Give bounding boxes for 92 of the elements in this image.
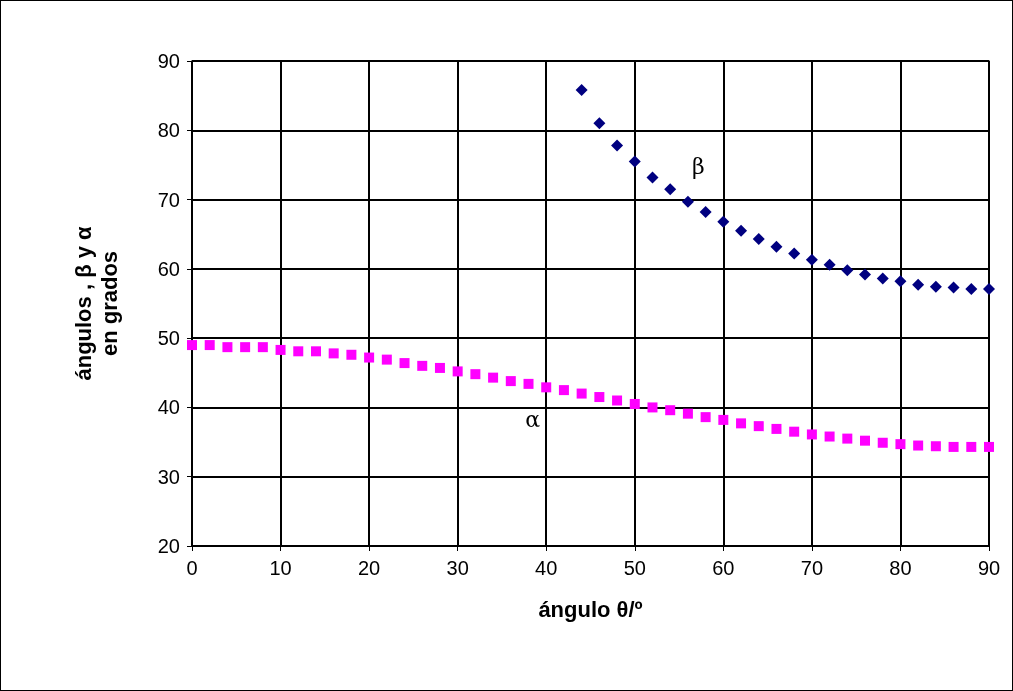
point <box>947 281 960 294</box>
point <box>753 421 764 432</box>
point <box>593 117 606 130</box>
x-tick-label: 60 <box>712 557 735 579</box>
point <box>842 433 853 444</box>
point <box>824 431 835 442</box>
x-tick-label: 10 <box>269 557 292 579</box>
point <box>929 280 942 293</box>
point <box>806 429 817 440</box>
point <box>647 402 658 413</box>
x-axis-title: ángulo θ/º <box>538 596 643 622</box>
y-tick-label: 80 <box>157 119 180 142</box>
series-label: β <box>691 154 705 180</box>
point <box>187 340 197 351</box>
point <box>505 376 516 387</box>
point <box>470 369 481 380</box>
point <box>328 348 339 359</box>
x-tick-label: 30 <box>446 557 469 579</box>
point <box>452 366 463 377</box>
point <box>240 342 251 353</box>
point <box>877 437 888 448</box>
point <box>930 441 941 452</box>
point <box>488 372 499 383</box>
x-tick-label: 50 <box>623 557 646 579</box>
point <box>823 258 836 271</box>
point <box>752 233 765 246</box>
point <box>293 346 304 357</box>
point <box>682 408 693 419</box>
x-tick-label: 40 <box>535 557 558 579</box>
point <box>257 342 268 353</box>
point <box>700 412 711 423</box>
y-axis-title: ángulos , β y α en grados <box>70 225 122 381</box>
point <box>718 414 729 425</box>
point <box>805 253 818 266</box>
point <box>381 354 392 365</box>
point <box>594 392 605 403</box>
point <box>966 441 977 452</box>
point <box>629 398 640 409</box>
point <box>523 378 534 389</box>
point <box>541 382 552 393</box>
y-tick-label: 50 <box>157 327 180 350</box>
point <box>275 344 286 355</box>
point <box>364 352 375 363</box>
point <box>860 435 871 446</box>
point <box>558 385 569 396</box>
y-tick-label: 20 <box>157 535 180 557</box>
point <box>699 206 712 219</box>
point <box>771 423 782 434</box>
point <box>912 278 925 291</box>
point <box>664 183 677 196</box>
y-tick-label: 90 <box>157 50 180 72</box>
point <box>788 247 801 260</box>
point <box>965 282 978 295</box>
point <box>717 215 730 228</box>
point <box>576 388 587 399</box>
point <box>611 139 624 152</box>
point <box>417 360 428 371</box>
point <box>895 439 906 450</box>
point <box>399 358 410 369</box>
point <box>646 171 659 184</box>
point <box>789 426 800 437</box>
point <box>984 441 994 452</box>
point <box>665 405 676 416</box>
y-tick-label: 30 <box>157 465 180 488</box>
point <box>681 195 694 208</box>
point <box>222 342 233 353</box>
point <box>876 272 889 285</box>
point <box>894 275 907 288</box>
point <box>612 395 623 406</box>
x-tick-label: 20 <box>357 557 381 579</box>
point <box>735 224 748 237</box>
point <box>736 418 747 429</box>
point <box>841 264 854 277</box>
point <box>628 155 641 168</box>
x-tick-label: 80 <box>889 557 912 579</box>
point <box>859 268 872 281</box>
x-tick-label: 90 <box>977 557 1001 579</box>
point <box>948 441 959 452</box>
x-tick-label: 0 <box>186 557 198 579</box>
point <box>310 346 321 357</box>
point <box>770 240 783 253</box>
y-tick-label: 40 <box>157 396 180 419</box>
point <box>983 282 995 295</box>
y-tick-label: 60 <box>157 257 180 280</box>
point <box>346 349 357 360</box>
point <box>913 440 924 451</box>
point <box>434 362 445 373</box>
y-tick-label: 70 <box>157 188 180 211</box>
series-label: α <box>525 406 541 432</box>
point <box>575 84 588 97</box>
x-tick-label: 70 <box>800 557 824 579</box>
point <box>204 340 215 351</box>
